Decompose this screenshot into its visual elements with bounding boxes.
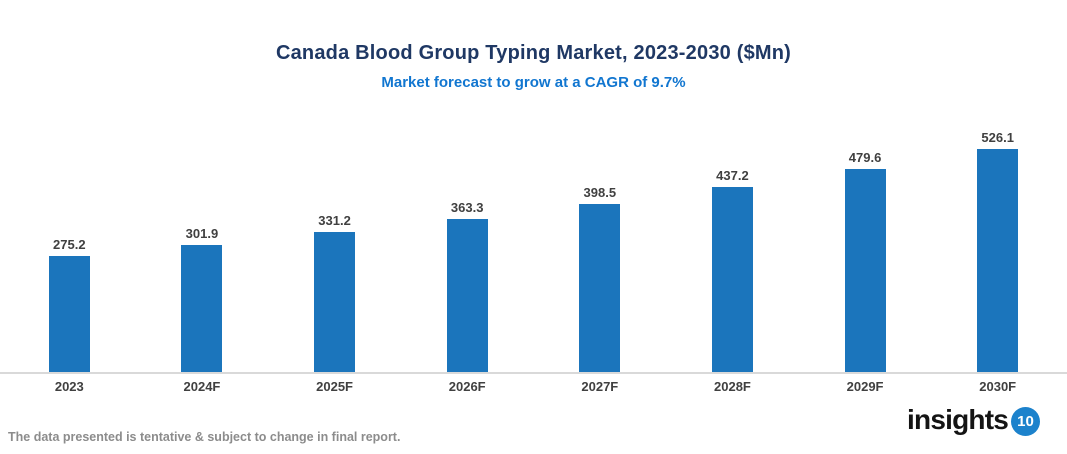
x-axis-label: 2027F bbox=[581, 379, 619, 394]
bar bbox=[977, 149, 1019, 373]
bar bbox=[314, 232, 356, 373]
bar bbox=[711, 187, 753, 373]
bar-column: 437.2 bbox=[666, 128, 799, 373]
x-axis-label: 2028F bbox=[714, 379, 751, 394]
insights10-logo: insights 10 bbox=[907, 404, 1040, 436]
bar-column: 301.9 bbox=[136, 128, 269, 373]
chart-title: Canada Blood Group Typing Market, 2023-2… bbox=[275, 42, 792, 64]
chart-header: Canada Blood Group Typing Market, 2023-2… bbox=[0, 42, 1067, 91]
logo-badge: 10 bbox=[1011, 407, 1040, 436]
logo-text: insights bbox=[907, 404, 1009, 435]
bar bbox=[446, 218, 488, 373]
bar-value-label: 526.1 bbox=[981, 130, 1014, 146]
bar-column: 398.5 bbox=[534, 128, 667, 373]
bar bbox=[844, 169, 886, 373]
x-axis-label: 2030F bbox=[979, 379, 1017, 394]
bar bbox=[579, 203, 621, 373]
bar bbox=[181, 244, 223, 373]
bar-value-label: 398.5 bbox=[583, 184, 617, 200]
bar-value-label: 275.2 bbox=[53, 237, 86, 252]
x-axis-label: 2023 bbox=[54, 379, 84, 394]
bar-value-label: 363.3 bbox=[450, 199, 484, 215]
bar-value-label: 479.6 bbox=[848, 150, 882, 166]
bar-column: 363.3 bbox=[401, 128, 534, 373]
bar-value-label: 437.2 bbox=[716, 168, 749, 184]
bar-column: 526.1 bbox=[931, 128, 1064, 373]
bar-chart-plot-area: 275.2 301.9 331.2 363.3 398.5 437.2 479.6 526.1 bbox=[3, 128, 1064, 373]
bar bbox=[48, 256, 90, 373]
bar-column: 331.2 bbox=[268, 128, 401, 373]
bar-column: 479.6 bbox=[799, 128, 932, 373]
bar-value-label: 331.2 bbox=[318, 213, 351, 229]
x-axis-label: 2026F bbox=[448, 379, 486, 394]
x-axis-label: 2025F bbox=[316, 379, 353, 394]
chart-subtitle: Market forecast to grow at a CAGR of 9.7… bbox=[381, 74, 686, 91]
bar-column: 275.2 bbox=[3, 128, 136, 373]
disclaimer-text: The data presented is tentative & subjec… bbox=[8, 430, 401, 444]
x-axis-label: 2029F bbox=[846, 379, 884, 394]
x-axis-labels: 2023 2024F 2025F 2026F 2027F 2028F 2029F 2030F bbox=[3, 379, 1064, 394]
x-axis-line bbox=[0, 372, 1067, 374]
bar-value-label: 301.9 bbox=[185, 225, 219, 241]
x-axis-label: 2024F bbox=[183, 379, 221, 394]
